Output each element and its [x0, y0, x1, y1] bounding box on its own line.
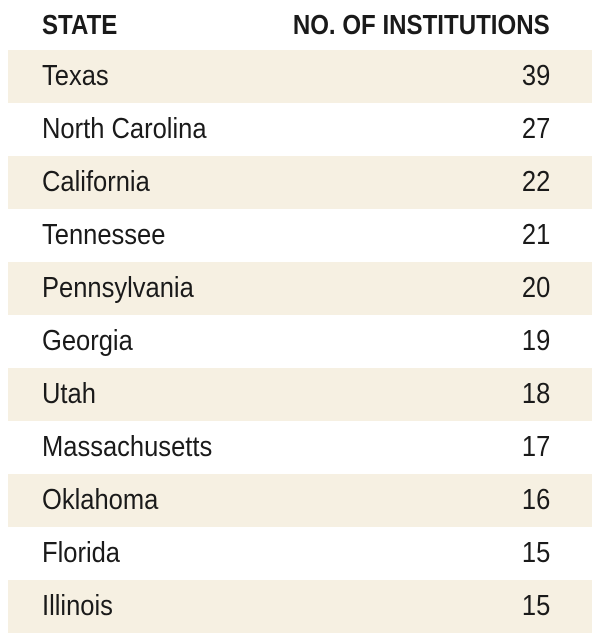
- state-cell: Florida: [42, 537, 121, 569]
- table-row: California 22: [8, 156, 592, 209]
- table-row: Tennessee 21: [8, 209, 592, 262]
- institution-count-cell: 22: [521, 166, 550, 198]
- table-row: Oklahoma 16: [8, 474, 592, 527]
- table-row: Georgia 19: [8, 315, 592, 368]
- institution-count-cell: 27: [521, 113, 550, 145]
- state-cell: Illinois: [42, 590, 113, 622]
- table-row: Massachusetts 17: [8, 421, 592, 474]
- table-row: Florida 15: [8, 527, 592, 580]
- state-cell: Pennsylvania: [42, 272, 194, 304]
- table-row: Utah 18: [8, 368, 592, 421]
- institution-count-cell: 16: [521, 484, 550, 516]
- state-cell: Tennessee: [42, 219, 166, 251]
- state-cell: Texas: [42, 60, 109, 92]
- column-header-institutions: NO. OF INSTITUTIONS: [293, 9, 550, 40]
- table-row: Illinois 15: [8, 580, 592, 633]
- institution-count-cell: 39: [521, 60, 550, 92]
- institution-count-cell: 15: [521, 537, 550, 569]
- table-row: Pennsylvania 20: [8, 262, 592, 315]
- institutions-table: STATE NO. OF INSTITUTIONS Texas 39 North C…: [8, 0, 592, 633]
- state-cell: California: [42, 166, 150, 198]
- state-cell: Georgia: [42, 325, 133, 357]
- table-row: Texas 39: [8, 50, 592, 103]
- table-body: Texas 39 North Carolina 27 California 22 Tenne…: [8, 50, 592, 633]
- institution-count-cell: 15: [521, 590, 550, 622]
- state-cell: Utah: [42, 378, 96, 410]
- table-header: STATE NO. OF INSTITUTIONS: [8, 0, 592, 50]
- institution-count-cell: 17: [521, 431, 550, 463]
- institution-count-cell: 21: [521, 219, 550, 251]
- table-row: North Carolina 27: [8, 103, 592, 156]
- state-cell: Massachusetts: [42, 431, 213, 463]
- institution-count-cell: 19: [521, 325, 550, 357]
- institution-count-cell: 20: [521, 272, 550, 304]
- state-cell: North Carolina: [42, 113, 207, 145]
- institution-count-cell: 18: [521, 378, 550, 410]
- column-header-state: STATE: [42, 9, 118, 40]
- state-cell: Oklahoma: [42, 484, 159, 516]
